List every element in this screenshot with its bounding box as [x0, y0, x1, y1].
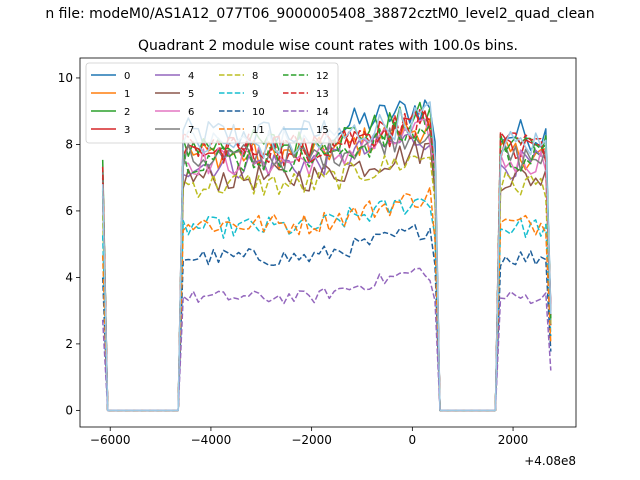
x-tick-label: 2000 [498, 433, 529, 447]
series-line-9 [101, 197, 552, 412]
legend-label-7: 7 [188, 125, 194, 136]
legend-label-9: 9 [252, 89, 258, 100]
x-tick-label: −4000 [191, 433, 232, 447]
legend-label-11: 11 [252, 125, 265, 136]
legend-label-2: 2 [124, 107, 130, 118]
legend-label-10: 10 [252, 107, 265, 118]
x-tick-label: −6000 [90, 433, 131, 447]
legend-label-8: 8 [252, 71, 258, 82]
legend-label-5: 5 [188, 89, 194, 100]
y-tick-label: 4 [65, 270, 73, 284]
y-tick-label: 6 [65, 204, 73, 218]
y-tick-label: 0 [65, 403, 73, 417]
legend-label-1: 1 [124, 89, 130, 100]
legend-box [85, 62, 339, 144]
y-tick-label: 8 [65, 137, 73, 151]
y-tick-label: 2 [65, 337, 73, 351]
x-offset-label: +4.08e8 [524, 454, 576, 468]
x-tick-label: 0 [409, 433, 417, 447]
x-tick-label: −2000 [291, 433, 332, 447]
legend-label-12: 12 [316, 71, 329, 82]
legend-label-14: 14 [316, 107, 329, 118]
figure-suptitle: n file: modeM0/AS1A12_077T06_9000005408_… [45, 6, 594, 22]
legend-label-3: 3 [124, 125, 130, 136]
legend-label-6: 6 [188, 107, 194, 118]
legend-label-13: 13 [316, 89, 329, 100]
y-tick-label: 10 [58, 71, 73, 85]
chart-title: Quadrant 2 module wise count rates with … [138, 38, 518, 54]
axes-frame [79, 57, 577, 428]
legend-label-0: 0 [124, 71, 130, 82]
legend-label-4: 4 [188, 71, 194, 82]
legend-label-15: 15 [316, 125, 329, 136]
